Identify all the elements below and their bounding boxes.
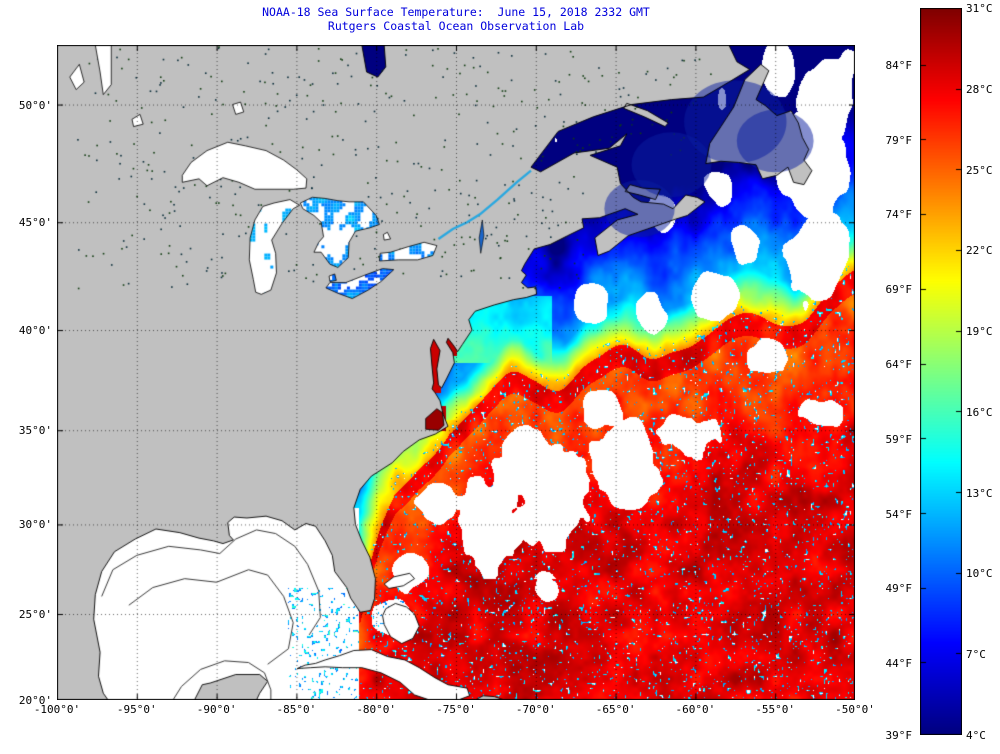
longitude-tick-label: -85°0' <box>276 703 317 716</box>
colorbar-fahrenheit-tick-label: 79°F <box>885 133 913 147</box>
colorbar-celsius-tick-label: 13°C <box>966 486 993 500</box>
sst-map-canvas <box>57 45 855 700</box>
latitude-tick-label: 25°0' <box>18 608 52 621</box>
latitude-tick-label: 35°0' <box>18 424 52 438</box>
colorbar-celsius-tick-label: 16°C <box>966 405 993 419</box>
colorbar-celsius-tick-label: 25°C <box>966 163 993 177</box>
colorbar-celsius-tick-label: 28°C <box>966 82 993 96</box>
colorbar-fahrenheit-tick-label: 49°F <box>885 582 913 596</box>
colorbar-celsius-tick-label: 7°C <box>966 648 986 662</box>
latitude-tick-label: 45°0' <box>18 216 52 230</box>
latitude-tick-label: 50°0' <box>18 98 52 112</box>
longitude-tick-label: -80°0' <box>356 703 397 716</box>
colorbar-canvas <box>920 8 962 735</box>
colorbar-celsius-tick-label: 22°C <box>966 244 993 258</box>
colorbar-fahrenheit-tick-label: 74°F <box>885 208 913 222</box>
colorbar-fahrenheit-tick-label: 69°F <box>885 283 913 297</box>
longitude-tick-label: -90°0' <box>196 703 237 716</box>
longitude-tick-label: -75°0' <box>436 703 476 716</box>
colorbar-fahrenheit-tick-label: 39°F <box>885 729 913 742</box>
colorbar-fahrenheit-tick-label: 64°F <box>885 358 913 372</box>
latitude-tick-label: 30°0' <box>18 518 52 532</box>
longitude-tick-label: -50°0' <box>835 703 875 716</box>
longitude-tick-label: -60°0' <box>675 703 716 716</box>
longitude-tick-label: -65°0' <box>595 703 636 716</box>
longitude-tick-label: -95°0' <box>116 703 157 716</box>
colorbar-celsius-tick-label: 4°C <box>966 729 986 742</box>
longitude-tick-label: -100°0' <box>33 703 81 716</box>
longitude-tick-label: -55°0' <box>755 703 796 716</box>
latitude-tick-label: 40°0' <box>18 324 52 338</box>
colorbar-celsius-tick-label: 19°C <box>966 325 993 339</box>
map-subtitle: Rutgers Coastal Ocean Observation Lab <box>327 19 585 33</box>
colorbar-celsius-tick-label: 10°C <box>966 567 993 581</box>
colorbar-fahrenheit-tick-label: 59°F <box>885 432 913 446</box>
map-title: NOAA-18 Sea Surface Temperature: June 15… <box>262 5 650 19</box>
colorbar-fahrenheit-tick-label: 84°F <box>885 58 913 72</box>
latitude-tick-label: 20°0' <box>18 694 52 707</box>
colorbar-fahrenheit-tick-label: 44°F <box>885 657 913 671</box>
colorbar-fahrenheit-tick-label: 54°F <box>885 507 913 521</box>
colorbar-celsius-tick-label: 31°C <box>966 2 993 15</box>
longitude-tick-label: -70°0' <box>515 703 556 716</box>
